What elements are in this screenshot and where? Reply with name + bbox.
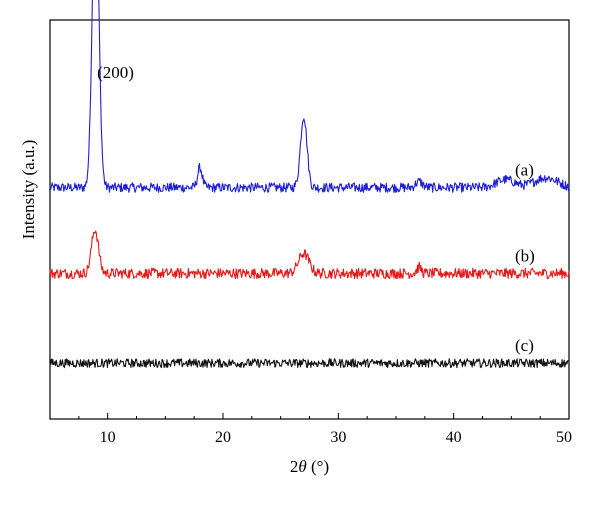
- series-label: (a): [515, 161, 534, 180]
- x-tick-label: 30: [330, 429, 346, 446]
- x-axis-ticks: 10 20 30 40 50: [49, 413, 572, 446]
- x-axis-title-variable: θ: [298, 457, 306, 476]
- x-axis-title: 2θ (°): [290, 457, 329, 476]
- series-layer: [49, 0, 570, 369]
- series-label: (c): [515, 336, 534, 355]
- series-line: [49, 358, 570, 369]
- x-tick-label: 50: [556, 429, 572, 446]
- series-line: [49, 0, 570, 193]
- x-axis-title-unit: (°): [307, 457, 329, 476]
- x-tick-label: 10: [100, 429, 116, 446]
- y-axis-title: Intensity (a.u.): [19, 140, 38, 240]
- series-label: (b): [515, 246, 535, 265]
- x-tick-label: 20: [215, 429, 231, 446]
- series-labels: (a) (b) (c): [515, 161, 535, 356]
- series-line: [49, 230, 570, 280]
- x-axis-title-prefix: 2: [290, 457, 299, 476]
- peak-annotation: (200): [97, 63, 134, 82]
- x-tick-label: 40: [446, 429, 462, 446]
- plot-area: 10 20 30 40 50 (a) (b) (c) (200): [49, 0, 572, 446]
